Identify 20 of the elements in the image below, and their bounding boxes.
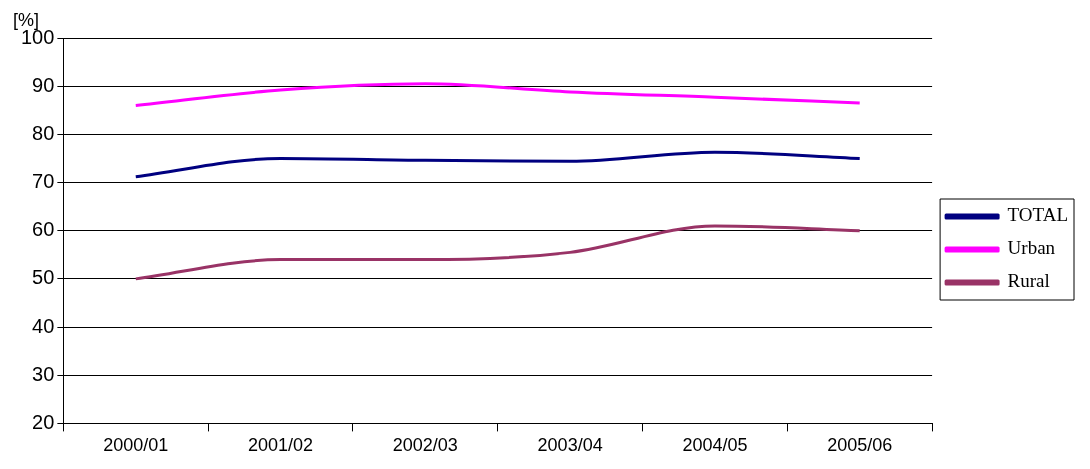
y-tick-label: 90 — [32, 73, 55, 96]
y-tick-label: 70 — [32, 170, 55, 193]
y-tick-label: 20 — [32, 410, 55, 433]
x-tick-label: 2004/05 — [682, 435, 748, 456]
y-tick-label: 80 — [32, 121, 55, 144]
line-series — [134, 150, 862, 179]
x-tick-label: 2002/03 — [392, 435, 458, 456]
x-tick-label: 2001/02 — [248, 435, 314, 456]
line-series — [134, 224, 862, 281]
y-tick-label: 30 — [32, 362, 55, 385]
y-tick-label: 60 — [32, 218, 55, 241]
legend-label: Rural — [1007, 270, 1050, 292]
legend-label: Urban — [1007, 237, 1056, 259]
y-tick-label: 50 — [32, 266, 55, 289]
x-tick-label: 2003/04 — [537, 435, 603, 456]
x-tick-label: 2005/06 — [827, 435, 893, 456]
line-series — [134, 82, 862, 107]
x-tick-label: 2000/01 — [103, 435, 169, 456]
y-tick-label: 40 — [32, 314, 55, 337]
legend-label: TOTAL — [1007, 204, 1069, 226]
